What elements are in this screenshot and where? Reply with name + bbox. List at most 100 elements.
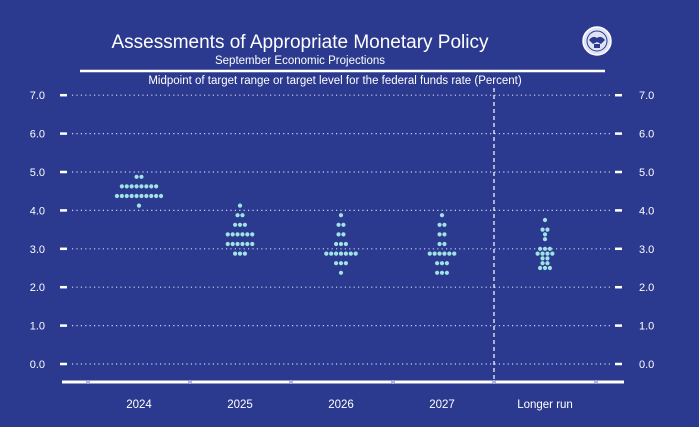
- participant-dot: [540, 251, 545, 256]
- participant-dot: [245, 241, 250, 247]
- participant-dot: [435, 270, 440, 275]
- participant-dot: [154, 184, 159, 189]
- participant-dot: [343, 251, 348, 256]
- participant-dot: [547, 246, 553, 251]
- x-axis-tick: [492, 380, 496, 384]
- participant-dot: [245, 232, 250, 237]
- participant-dot: [452, 251, 457, 256]
- participant-dot: [542, 265, 548, 271]
- y-tick-label-left: 2.0: [30, 282, 45, 294]
- participant-dot: [233, 251, 238, 256]
- x-axis-tick: [594, 380, 598, 384]
- chart-subtitle: September Economic Projections: [215, 55, 385, 67]
- participant-dot: [432, 251, 437, 256]
- participant-dot: [435, 261, 440, 266]
- y-tick-label-right: 1.0: [639, 321, 654, 333]
- participant-dot: [240, 241, 245, 247]
- participant-dot: [439, 213, 445, 218]
- x-axis-tick: [188, 380, 192, 384]
- y-tick-label-left: 7.0: [30, 90, 45, 102]
- participant-dot: [134, 193, 139, 199]
- x-axis-tick: [289, 380, 293, 384]
- x-category-label: 2026: [328, 399, 354, 411]
- participant-dot: [237, 251, 243, 256]
- participant-dot: [439, 270, 445, 275]
- participant-dot: [341, 232, 346, 237]
- y-tick-label-left: 6.0: [30, 129, 45, 141]
- participant-dot: [338, 261, 344, 266]
- participant-dot: [235, 232, 240, 237]
- y-tick-label-left: 4.0: [30, 205, 45, 217]
- participant-dot: [233, 222, 238, 227]
- participant-dot: [134, 184, 139, 189]
- participant-dot: [124, 193, 129, 199]
- participant-dot: [540, 256, 545, 261]
- y-tick-label-right: 2.0: [639, 282, 654, 294]
- participant-dot: [230, 241, 235, 247]
- participant-dot: [250, 232, 255, 237]
- participant-dot: [240, 232, 245, 237]
- participant-dot: [230, 232, 235, 237]
- participant-dot: [542, 237, 548, 242]
- x-category-label: 2025: [227, 399, 253, 411]
- participant-dot: [242, 251, 247, 256]
- participant-dot: [250, 241, 255, 247]
- participant-dot: [542, 217, 548, 223]
- participant-dot: [129, 184, 134, 189]
- participant-dot: [225, 232, 230, 237]
- participant-dot: [124, 184, 129, 189]
- participant-dot: [540, 227, 545, 232]
- participant-dot: [139, 184, 144, 189]
- x-category-label: 2024: [126, 399, 152, 411]
- x-axis-tick: [86, 380, 90, 384]
- participant-dot: [149, 193, 154, 199]
- participant-dot: [324, 251, 329, 256]
- x-axis-tick: [391, 380, 395, 384]
- participant-dot: [439, 261, 445, 266]
- participant-dot: [114, 193, 120, 199]
- y-tick-label-right: 3.0: [639, 244, 654, 256]
- participant-dot: [225, 241, 230, 247]
- participant-dot: [343, 261, 348, 266]
- y-tick-label-right: 0.0: [639, 359, 654, 371]
- participant-dot: [341, 222, 346, 227]
- participant-dot: [343, 241, 348, 247]
- y-tick-label-right: 7.0: [639, 90, 654, 102]
- participant-dot: [240, 213, 245, 218]
- participant-dot: [427, 251, 432, 256]
- x-category-label: 2027: [429, 399, 455, 411]
- y-tick-label-right: 4.0: [639, 205, 654, 217]
- participant-dot: [535, 251, 540, 256]
- participant-dot: [542, 232, 548, 237]
- y-tick-label-left: 1.0: [30, 321, 45, 333]
- participant-dot: [442, 222, 447, 227]
- y-tick-label-right: 5.0: [639, 167, 654, 179]
- participant-dot: [334, 241, 339, 247]
- participant-dot: [547, 265, 553, 271]
- participant-dot: [139, 193, 144, 199]
- participant-dot: [437, 232, 442, 237]
- y-tick-label-right: 6.0: [639, 129, 654, 141]
- participant-dot: [136, 203, 142, 208]
- participant-dot: [348, 251, 353, 256]
- participant-dot: [338, 270, 344, 275]
- participant-dot: [129, 193, 134, 199]
- participant-dot: [442, 232, 447, 237]
- participant-dot: [542, 246, 548, 251]
- participant-dot: [545, 256, 550, 261]
- y-tick-label-left: 0.0: [30, 359, 45, 371]
- y-tick-label-left: 3.0: [30, 244, 45, 256]
- participant-dot: [144, 193, 149, 199]
- participant-dot: [149, 184, 154, 189]
- participant-dot: [158, 193, 164, 199]
- participant-dot: [437, 222, 442, 227]
- participant-dot: [540, 261, 545, 266]
- participant-dot: [235, 213, 240, 218]
- federal-reserve-seal-icon: [582, 26, 612, 56]
- participant-dot: [154, 193, 159, 199]
- participant-dot: [119, 184, 124, 189]
- participant-dot: [442, 241, 447, 247]
- participant-dot: [336, 222, 341, 227]
- participant-dot: [237, 222, 243, 227]
